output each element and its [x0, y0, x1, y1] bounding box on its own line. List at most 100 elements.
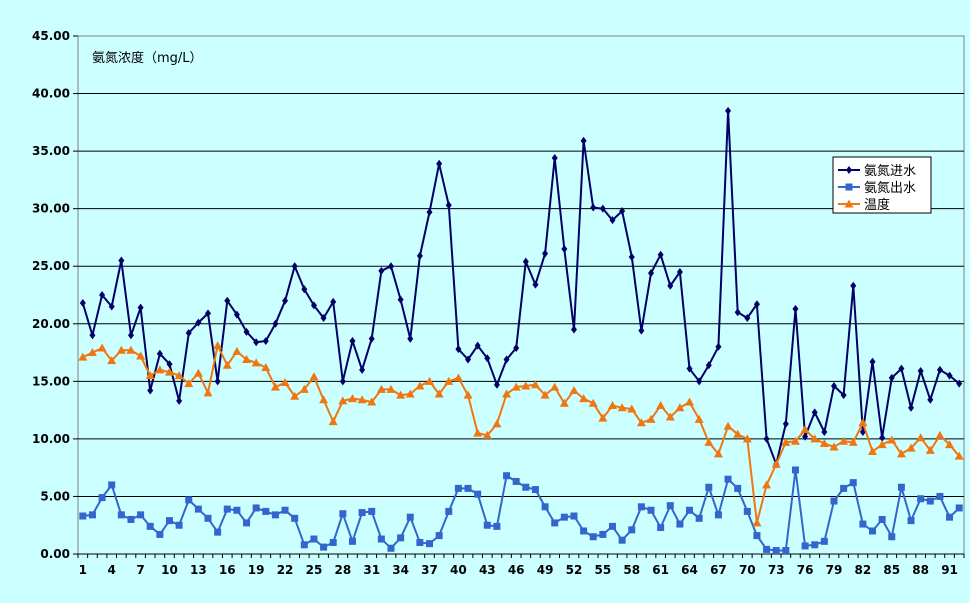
x-tick-label: 13: [190, 563, 207, 577]
data-point: [493, 380, 500, 389]
data-point: [252, 504, 260, 512]
data-point: [868, 447, 878, 456]
data-point: [223, 505, 231, 513]
data-point: [647, 506, 655, 514]
data-point: [127, 515, 135, 523]
data-point: [253, 338, 260, 347]
x-tick-label: 4: [108, 563, 116, 577]
x-tick-label: 61: [652, 563, 669, 577]
data-point: [367, 397, 377, 406]
data-point: [560, 513, 568, 521]
data-point: [695, 514, 703, 522]
data-point: [608, 522, 616, 530]
data-point: [607, 401, 617, 410]
data-point: [925, 445, 935, 454]
data-point: [79, 512, 87, 520]
x-tick-label: 43: [479, 563, 496, 577]
data-point: [320, 314, 327, 323]
y-tick-label: 0.00: [40, 547, 70, 561]
data-point: [300, 541, 308, 549]
data-point: [213, 341, 223, 350]
data-point: [233, 310, 240, 319]
data-point: [917, 366, 924, 375]
y-tick-label: 20.00: [32, 317, 70, 331]
x-tick-label: 64: [681, 563, 698, 577]
x-tick-label: 82: [855, 563, 872, 577]
data-point: [859, 520, 867, 528]
data-point: [79, 299, 86, 308]
x-tick-label: 52: [566, 563, 583, 577]
data-point: [453, 373, 463, 382]
data-point: [956, 379, 963, 388]
data-point: [156, 349, 163, 358]
data-point: [193, 368, 203, 377]
x-tick-label: 1: [79, 563, 87, 577]
gridlines: [78, 93, 964, 497]
data-point: [166, 360, 173, 369]
data-point: [301, 285, 308, 294]
data-point: [936, 492, 944, 500]
data-point: [116, 345, 126, 354]
data-point: [88, 511, 96, 519]
data-point: [675, 403, 685, 412]
data-point: [926, 497, 934, 505]
data-point: [733, 429, 743, 438]
data-point: [319, 395, 329, 404]
data-point: [858, 418, 868, 427]
data-point: [349, 337, 356, 346]
data-point: [705, 361, 712, 370]
data-point: [118, 256, 125, 265]
data-point: [299, 384, 309, 393]
data-point: [725, 106, 732, 115]
data-point: [628, 526, 636, 534]
data-point: [532, 280, 539, 289]
data-point: [492, 419, 502, 428]
data-point: [474, 490, 482, 498]
data-point: [464, 484, 472, 492]
data-point: [503, 355, 510, 364]
x-tick-label: 88: [912, 563, 929, 577]
data-point: [512, 477, 520, 485]
data-point: [511, 382, 521, 391]
data-point: [935, 430, 945, 439]
data-point: [530, 380, 540, 389]
data-point: [782, 419, 789, 428]
data-point: [204, 514, 212, 522]
data-point: [87, 348, 97, 357]
data-point: [888, 533, 896, 541]
data-point: [271, 511, 279, 519]
data-point: [705, 483, 713, 491]
data-point: [222, 360, 232, 369]
data-point: [908, 403, 915, 412]
x-tick-label: 22: [277, 563, 294, 577]
data-point: [502, 389, 512, 398]
data-point: [907, 517, 915, 525]
data-point: [232, 346, 242, 355]
data-point: [513, 343, 520, 352]
data-point: [328, 417, 338, 426]
data-point: [339, 377, 346, 386]
data-point: [214, 528, 222, 536]
y-tick-label: 35.00: [32, 144, 70, 158]
data-point: [270, 382, 280, 391]
data-point: [742, 434, 752, 443]
data-point: [165, 517, 173, 525]
data-point: [772, 547, 780, 555]
data-point: [377, 535, 385, 543]
data-point: [877, 440, 887, 449]
data-point: [656, 401, 666, 410]
data-point: [357, 395, 367, 404]
data-point: [195, 318, 202, 327]
data-point: [338, 396, 348, 405]
data-point: [137, 511, 145, 519]
data-point: [550, 382, 560, 391]
data-point: [570, 512, 578, 520]
data-point: [416, 251, 423, 260]
data-point: [636, 418, 646, 427]
data-point: [954, 451, 964, 460]
data-point: [771, 459, 781, 468]
data-point: [686, 506, 694, 514]
data-point: [821, 427, 828, 436]
data-point: [830, 497, 838, 505]
